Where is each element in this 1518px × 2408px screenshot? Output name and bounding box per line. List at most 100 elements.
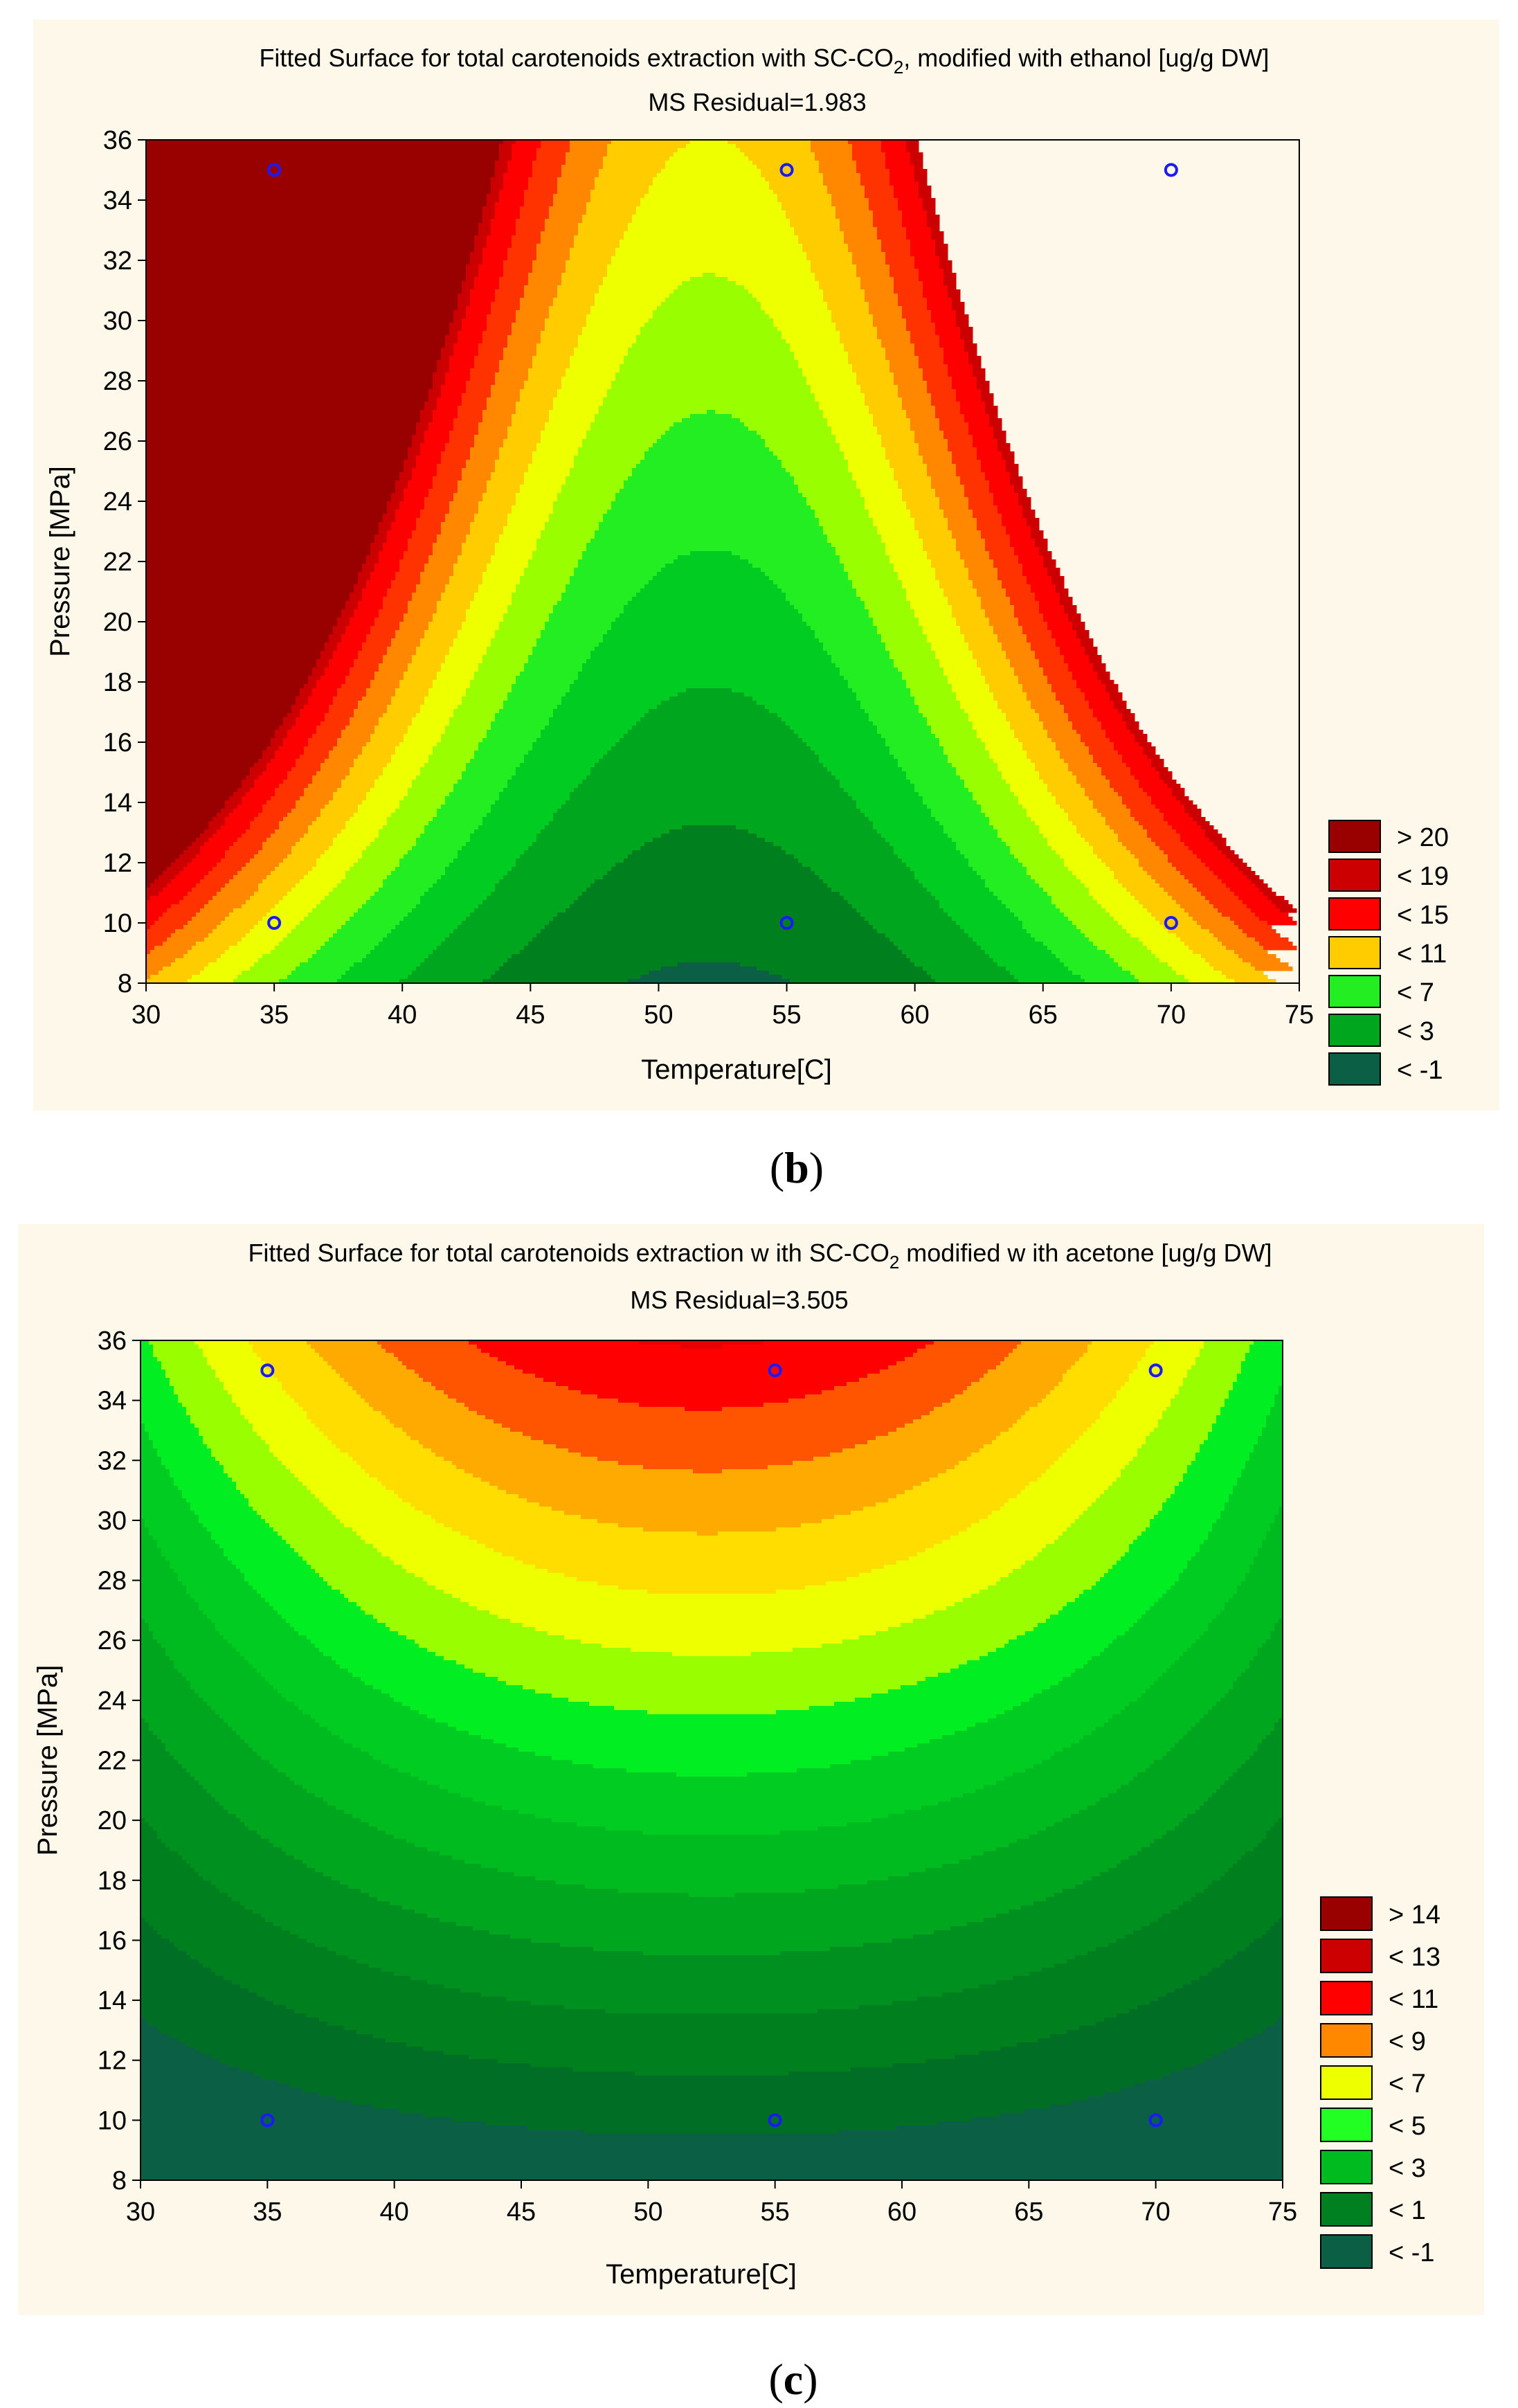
contour-band — [914, 435, 944, 440]
contour-band — [217, 892, 255, 897]
contour-band — [308, 871, 346, 876]
contour-band — [332, 1365, 407, 1370]
contour-band — [815, 152, 853, 157]
contour-band — [433, 372, 446, 377]
contour-band — [819, 406, 869, 411]
contour-band — [1151, 800, 1181, 805]
contour-band — [595, 181, 653, 186]
contour-band — [404, 672, 437, 676]
contour-band — [412, 468, 437, 473]
contour-band — [146, 385, 433, 390]
contour-band — [146, 551, 371, 556]
contour-band — [141, 1918, 145, 1923]
contour-band — [790, 343, 844, 348]
contour-band — [1100, 1797, 1209, 1802]
contour-band — [474, 518, 508, 523]
contour-band — [952, 684, 990, 689]
contour-band — [329, 634, 342, 639]
contour-band — [1204, 1345, 1250, 1349]
contour-band — [1225, 1502, 1283, 1507]
contour-band — [458, 559, 491, 564]
contour-band — [437, 946, 525, 951]
contour-band — [1158, 1598, 1229, 1603]
contour-band — [1254, 1561, 1283, 1565]
contour-band — [607, 269, 811, 273]
contour-band — [595, 763, 824, 768]
contour-band — [345, 676, 375, 681]
contour-band — [495, 883, 591, 888]
contour-band — [834, 1702, 1022, 1707]
contour-band — [943, 829, 998, 834]
contour-band — [939, 738, 982, 743]
contour-band — [495, 630, 541, 635]
contour-band — [469, 1536, 951, 1540]
contour-band — [611, 867, 811, 872]
contour-band — [1122, 925, 1164, 930]
contour-band — [1226, 946, 1264, 951]
contour-band — [462, 846, 529, 851]
contour-band — [823, 647, 886, 652]
contour-band — [927, 468, 957, 473]
contour-band — [225, 817, 255, 822]
contour-band — [528, 281, 562, 286]
contour-band — [996, 1436, 1080, 1441]
contour-band — [404, 460, 417, 465]
contour-band — [458, 780, 508, 784]
contour-band — [931, 975, 1015, 980]
contour-band — [1172, 788, 1185, 793]
contour-band — [653, 314, 770, 319]
contour-band — [553, 709, 649, 714]
contour-band — [1018, 859, 1065, 863]
contour-band — [1014, 975, 1081, 980]
contour-band — [1168, 821, 1198, 826]
contour-band — [586, 318, 649, 323]
contour-band — [1141, 1357, 1196, 1362]
contour-band — [1172, 896, 1206, 901]
contour-band — [590, 651, 828, 656]
contour-band — [1051, 630, 1077, 635]
contour-band — [561, 165, 604, 170]
contour-band — [809, 1706, 1013, 1711]
contour-band — [211, 1619, 287, 1624]
contour-band — [956, 842, 1006, 847]
contour-band — [1093, 850, 1131, 855]
contour-band — [225, 800, 242, 805]
contour-band — [462, 921, 550, 926]
contour-band — [950, 1797, 1101, 1802]
contour-band — [441, 667, 479, 672]
contour-band — [374, 539, 388, 543]
contour-band — [491, 306, 521, 311]
contour-band — [1189, 979, 1235, 984]
contour-band — [445, 726, 491, 730]
contour-band — [170, 1473, 228, 1478]
contour-band — [266, 875, 305, 880]
contour-band — [336, 1660, 457, 1665]
contour-band — [1101, 904, 1144, 909]
contour-band — [790, 219, 840, 224]
contour-band — [788, 1399, 951, 1403]
contour-band — [179, 871, 209, 876]
contour-band — [391, 929, 454, 934]
contour-band — [466, 618, 504, 622]
contour-band — [452, 1461, 619, 1466]
contour-band — [644, 842, 774, 847]
contour-band — [561, 169, 599, 174]
contour-band — [545, 327, 583, 332]
contour-band — [856, 381, 894, 386]
contour-band — [146, 892, 159, 897]
contour-band — [453, 422, 479, 427]
contour-band — [219, 1714, 311, 1719]
contour-band — [146, 630, 334, 635]
contour-band — [282, 1926, 473, 1931]
contour-band — [296, 717, 325, 722]
contour-band — [512, 152, 537, 157]
contour-band — [1029, 1407, 1105, 1412]
contour-band — [249, 1581, 328, 1586]
contour-band — [249, 1502, 324, 1507]
contour-band — [1121, 1860, 1238, 1865]
contour-band — [377, 1340, 469, 1345]
contour-band — [242, 834, 271, 838]
contour-band — [408, 543, 433, 548]
contour-band — [851, 1760, 1042, 1765]
contour-band — [595, 177, 653, 182]
